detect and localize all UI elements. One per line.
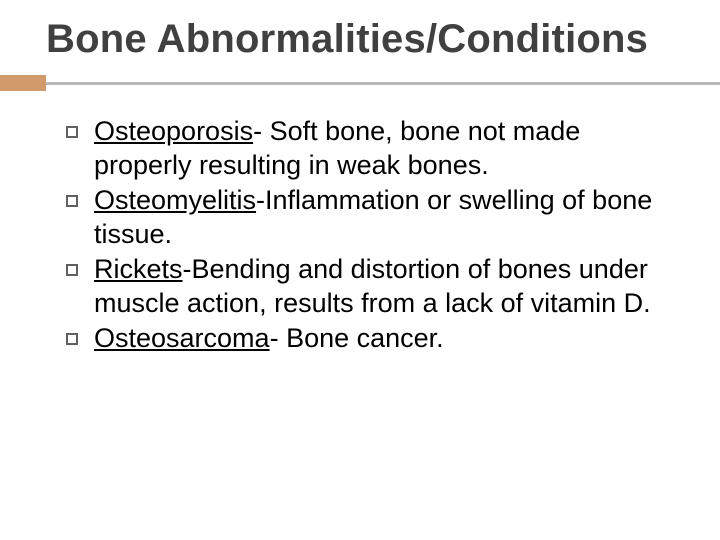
list-item-text: Osteosarcoma- Bone cancer. xyxy=(94,322,444,355)
list-item: Osteosarcoma- Bone cancer. xyxy=(66,322,660,355)
bullet-icon xyxy=(66,126,78,138)
term: Osteosarcoma xyxy=(94,323,270,353)
bullet-icon xyxy=(66,333,78,345)
slide-title: Bone Abnormalities/Conditions xyxy=(46,18,720,61)
body-list: Osteoporosis- Soft bone, bone not made p… xyxy=(0,91,720,355)
list-item: Osteoporosis- Soft bone, bone not made p… xyxy=(66,115,660,182)
title-block: Bone Abnormalities/Conditions xyxy=(0,0,720,61)
title-underline-base xyxy=(46,82,720,85)
term: Rickets xyxy=(94,254,183,284)
list-item: Osteomyelitis-Inflammation or swelling o… xyxy=(66,184,660,251)
term: Osteomyelitis xyxy=(94,185,256,215)
title-underline xyxy=(0,75,720,91)
list-item-text: Rickets-Bending and distortion of bones … xyxy=(94,253,660,320)
term: Osteoporosis xyxy=(94,116,253,146)
list-item-text: Osteoporosis- Soft bone, bone not made p… xyxy=(94,115,660,182)
bullet-icon xyxy=(66,195,78,207)
bullet-icon xyxy=(66,264,78,276)
list-item-text: Osteomyelitis-Inflammation or swelling o… xyxy=(94,184,660,251)
definition: - Bone cancer. xyxy=(270,323,444,353)
list-item: Rickets-Bending and distortion of bones … xyxy=(66,253,660,320)
title-underline-accent xyxy=(0,75,46,91)
